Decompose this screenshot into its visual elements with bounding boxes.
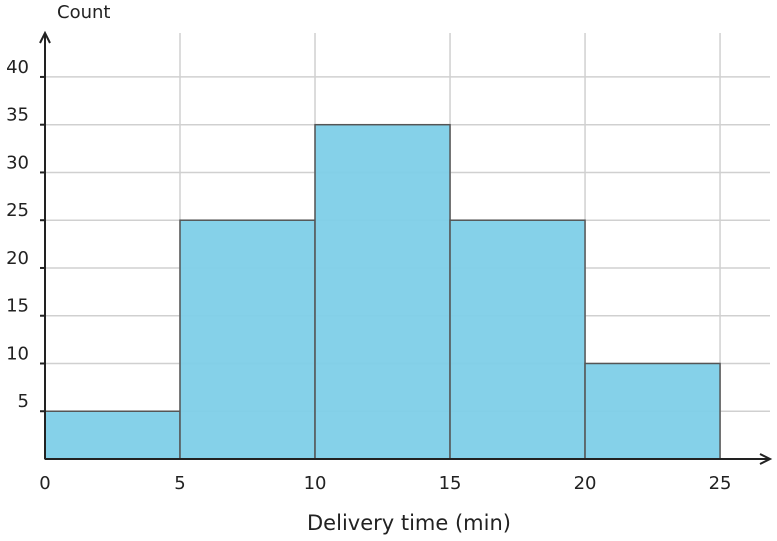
bar bbox=[179, 219, 316, 460]
x-tick-label: 25 bbox=[709, 473, 732, 494]
y-tick-label: 35 bbox=[6, 105, 29, 126]
x-tick-label: 0 bbox=[39, 473, 50, 494]
y-tick-label: 15 bbox=[6, 296, 29, 317]
y-tick-label: 30 bbox=[6, 152, 29, 173]
x-axis-label: Delivery time (min) bbox=[307, 511, 511, 535]
y-tick-label: 5 bbox=[18, 391, 29, 412]
x-tick-label: 10 bbox=[304, 473, 327, 494]
y-axis-label: Count bbox=[57, 2, 110, 23]
x-tick-label: 15 bbox=[439, 473, 462, 494]
y-tick-label: 25 bbox=[6, 200, 29, 221]
x-tick-label: 20 bbox=[574, 473, 597, 494]
y-tick-label: 10 bbox=[6, 343, 29, 364]
bar bbox=[584, 362, 721, 460]
x-axis-arrow bbox=[759, 453, 773, 465]
y-tick-label: 40 bbox=[6, 57, 29, 78]
y-tick-label: 20 bbox=[6, 248, 29, 269]
bar bbox=[44, 410, 181, 460]
y-axis-arrow bbox=[39, 30, 51, 44]
x-tick-label: 5 bbox=[174, 473, 185, 494]
bar bbox=[449, 219, 586, 460]
bar bbox=[314, 123, 451, 460]
